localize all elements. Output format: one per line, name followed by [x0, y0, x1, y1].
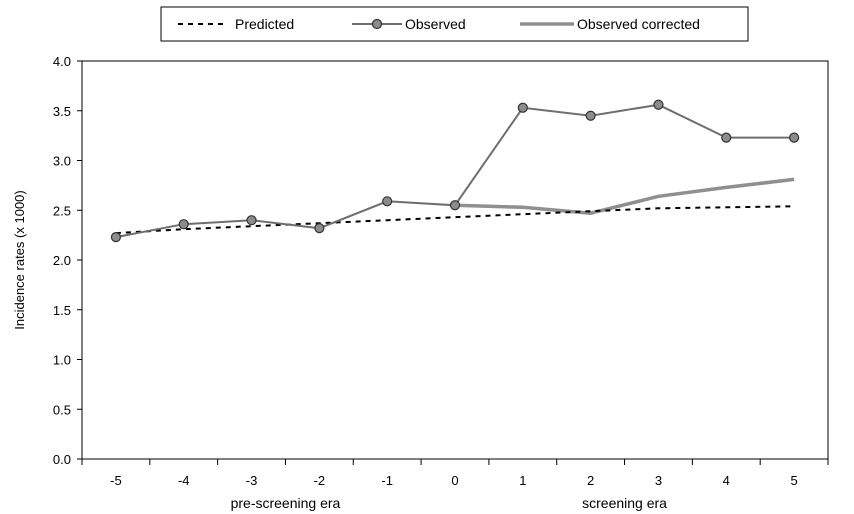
- legend-label: Observed: [405, 16, 466, 32]
- era-labels: pre-screening era screening era: [231, 495, 668, 511]
- x-axis: -5 -4 -3 -2 -1 0 1 2 3 4 5: [81, 459, 829, 488]
- x-tick-label: 4: [723, 473, 730, 488]
- data-point: [314, 223, 325, 234]
- series-predicted: [115, 205, 795, 235]
- y-tick-label: 2.5: [53, 203, 71, 218]
- data-point: [382, 196, 393, 207]
- x-tick-label: 5: [790, 473, 797, 488]
- y-tick-label: 1.0: [53, 353, 71, 368]
- data-point: [788, 132, 800, 143]
- y-tick-label: 3.5: [53, 104, 71, 119]
- data-point: [517, 102, 528, 113]
- data-point: [585, 110, 596, 121]
- x-tick-label: 2: [587, 473, 594, 488]
- x-tick-label: 1: [519, 473, 526, 488]
- y-axis: 0.0 0.5 1.0 1.5 2.0 2.5 3.0 3.5 4.0: [53, 54, 82, 467]
- series-line: [454, 177, 795, 215]
- legend-label: Observed corrected: [577, 16, 700, 32]
- x-tick-label: -1: [381, 473, 393, 488]
- legend-item-observed: Observed: [352, 16, 466, 32]
- data-point: [246, 215, 257, 226]
- data-point: [178, 219, 189, 230]
- y-tick-label: 0.0: [53, 452, 71, 467]
- y-tick-label: 2.0: [53, 253, 71, 268]
- y-tick-label: 4.0: [53, 54, 71, 69]
- y-tick-label: 1.5: [53, 303, 71, 318]
- series-observed: [110, 99, 800, 243]
- x-tick-label: -3: [246, 473, 258, 488]
- data-point: [721, 132, 732, 143]
- series-observed-corrected: [454, 177, 795, 215]
- x-tick-label: -2: [314, 473, 326, 488]
- y-axis-title: Incidence rates (x 1000): [12, 190, 27, 329]
- x-tick-label: 3: [655, 473, 662, 488]
- y-tick-label: 0.5: [53, 402, 71, 417]
- x-tick-label: -5: [110, 473, 122, 488]
- y-tick-label: 3.0: [53, 154, 71, 169]
- legend-item-predicted: Predicted: [178, 16, 294, 32]
- series-layer: [110, 99, 800, 243]
- legend-marker: [371, 18, 383, 30]
- era-label: pre-screening era: [231, 495, 341, 511]
- series-line: [115, 103, 795, 239]
- legend-item-observed-corrected: Observed corrected: [520, 16, 700, 32]
- plot-frame: [81, 60, 829, 460]
- x-tick-label: 0: [451, 473, 458, 488]
- legend-label: Predicted: [235, 16, 294, 32]
- data-point: [449, 200, 461, 211]
- series-line: [115, 205, 795, 235]
- era-label: screening era: [582, 495, 667, 511]
- plot-area: [81, 60, 829, 460]
- legend-box: [160, 6, 749, 42]
- x-tick-label: -4: [178, 473, 190, 488]
- data-point: [110, 232, 122, 243]
- data-point: [653, 99, 664, 110]
- legend: Predicted Observed Observed corrected: [160, 6, 749, 42]
